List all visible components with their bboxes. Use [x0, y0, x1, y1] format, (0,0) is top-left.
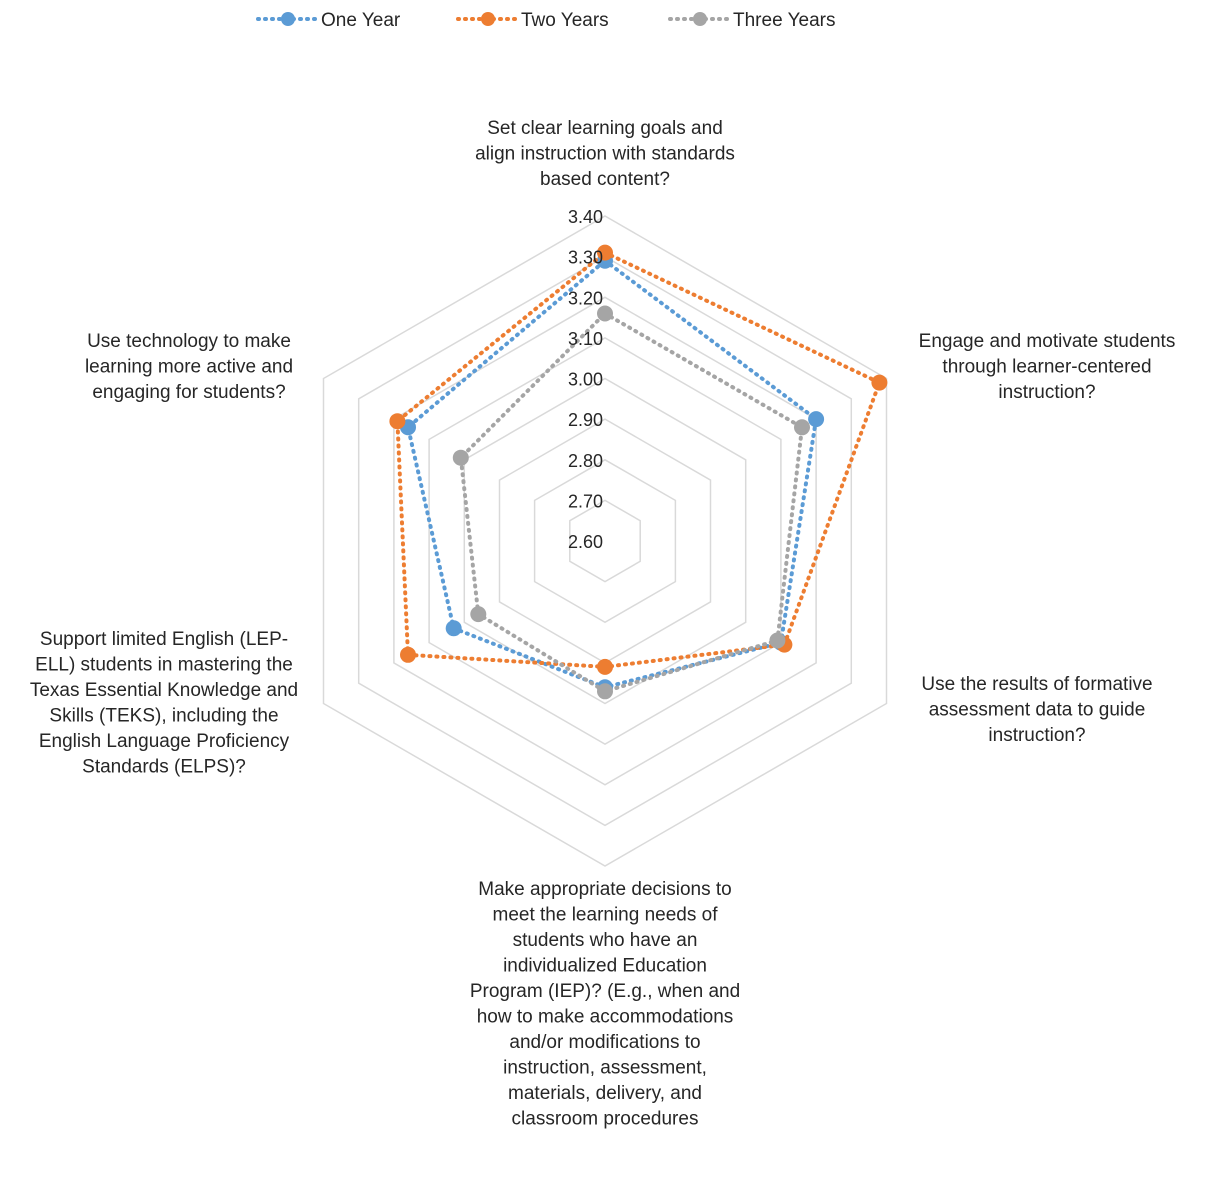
grid-ring [428, 337, 782, 745]
category-label: Use technology to make learning more acti… [85, 331, 293, 403]
radar-series [389, 244, 888, 700]
series-three-years [452, 305, 810, 700]
data-point [389, 413, 406, 430]
data-point [808, 411, 825, 428]
legend-label: One Year [321, 10, 401, 31]
grid-ring [322, 215, 888, 867]
data-point [597, 658, 613, 675]
tick-label: 3.00 [568, 370, 603, 390]
legend-entry: Two Years [456, 10, 609, 31]
tick-label: 2.90 [568, 410, 603, 430]
tick-label: 3.20 [568, 288, 603, 308]
data-point [597, 305, 613, 322]
category-label: Engage and motivate students through lear… [919, 331, 1176, 403]
radial-tick-labels: 2.60 2.70 2.80 2.90 3.00 3.10 3.20 3.30 3.40 [568, 207, 603, 552]
data-point [470, 606, 487, 623]
series-line [395, 250, 882, 669]
data-point [445, 620, 462, 637]
legend-entry: Three Years [668, 10, 835, 31]
tick-label: 2.70 [568, 491, 603, 511]
category-labels: Set clear learning goals and align instru… [30, 118, 1175, 1130]
tick-label: 3.10 [568, 329, 603, 349]
category-label: Make appropriate decisions to meet the le… [470, 879, 740, 1130]
category-label: Set clear learning goals and align instru… [475, 118, 735, 190]
grid-ring [498, 418, 712, 664]
legend-entry: One Year [256, 10, 401, 31]
data-point [597, 683, 613, 700]
legend: One Year Two Years Three Years [256, 10, 835, 31]
legend-marker [693, 12, 707, 26]
data-point [452, 449, 469, 466]
legend-label: Two Years [521, 10, 609, 31]
data-point [794, 419, 810, 436]
tick-label: 2.80 [568, 451, 603, 471]
data-point [769, 632, 786, 649]
legend-marker [281, 12, 295, 26]
data-point [871, 374, 888, 391]
tick-label: 2.60 [568, 532, 603, 552]
data-point [400, 646, 416, 663]
grid-ring [357, 255, 853, 827]
legend-marker [481, 12, 495, 26]
tick-label: 3.40 [568, 207, 603, 227]
legend-label: Three Years [733, 10, 835, 31]
data-point [597, 244, 613, 261]
category-label: Support limited English (LEP-ELL) studen… [30, 629, 298, 778]
grid-ring [569, 499, 641, 583]
tick-label: 3.30 [568, 248, 603, 268]
grid-ring [533, 458, 677, 624]
category-label: Use the results of formative assessment d… [921, 674, 1152, 746]
